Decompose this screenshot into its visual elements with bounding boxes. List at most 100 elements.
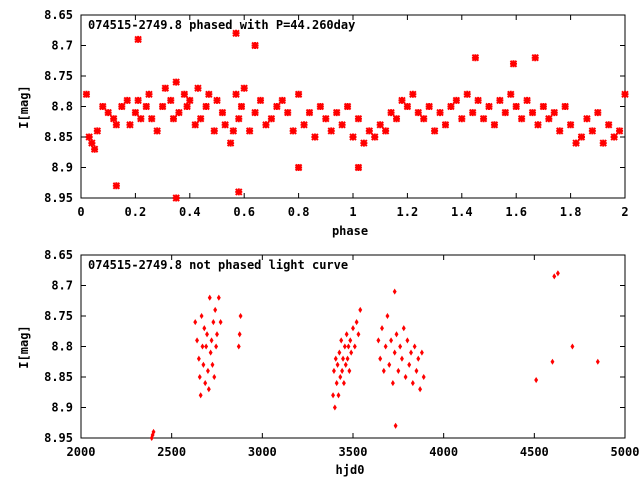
- x-tick-label: 2: [621, 205, 628, 219]
- y-tick-label: 8.9: [51, 161, 73, 175]
- data-point: [205, 90, 213, 99]
- data-point: [180, 90, 189, 99]
- data-point: [534, 121, 542, 129]
- data-point: [390, 380, 395, 387]
- data-point: [354, 319, 359, 326]
- x-tick-label: 2000: [67, 445, 96, 459]
- y-tick-label: 8.7: [51, 279, 73, 293]
- data-point: [430, 127, 439, 135]
- y-tick-label: 8.8: [51, 100, 73, 114]
- data-point: [343, 361, 348, 368]
- data-point: [414, 367, 419, 374]
- data-point: [588, 127, 597, 135]
- data-point: [343, 102, 352, 111]
- data-point: [360, 139, 368, 147]
- data-point: [468, 108, 477, 117]
- data-point: [392, 349, 397, 356]
- data-point: [109, 114, 118, 123]
- data-point: [599, 139, 607, 147]
- data-point: [552, 273, 557, 280]
- data-point: [583, 114, 591, 123]
- data-point: [392, 114, 401, 123]
- data-point: [278, 96, 286, 105]
- data-point: [191, 121, 199, 129]
- data-point: [172, 78, 180, 86]
- data-point: [572, 139, 580, 147]
- data-point: [232, 29, 240, 38]
- data-point: [340, 367, 345, 374]
- data-point: [210, 361, 215, 368]
- data-point: [311, 133, 319, 141]
- axis-ticks: 2000 2500 3000 3500 4000 4500 5000 8.65 8.7 8.75 8…: [44, 248, 639, 459]
- data-point: [534, 376, 539, 384]
- data-point: [289, 127, 297, 135]
- data-point: [338, 373, 343, 381]
- data-point: [300, 121, 308, 129]
- data-point: [387, 361, 392, 368]
- data-point: [200, 343, 205, 350]
- chart-title: 074515-2749.8 not phased light curve: [88, 258, 348, 272]
- data-point: [615, 127, 624, 135]
- x-tick-label: 3500: [339, 445, 368, 459]
- axis-ticks: 0 0.2 0.4 0.6 0.8 1 1.2 1.4 1.6 1.8 2 8.65 8.7 8.75 8.…: [44, 8, 629, 219]
- data-point: [389, 337, 394, 344]
- data-point: [235, 114, 243, 123]
- data-point: [412, 343, 417, 350]
- data-point: [206, 386, 211, 393]
- data-point: [479, 114, 488, 123]
- y-axis-label: I[mag]: [17, 85, 31, 128]
- data-point: [148, 114, 156, 123]
- data-point: [195, 337, 200, 344]
- data-point: [218, 108, 227, 117]
- data-point: [212, 373, 217, 381]
- x-tick-label: 0.2: [125, 205, 147, 219]
- data-point: [203, 380, 208, 387]
- data-point: [294, 163, 303, 172]
- data-point: [421, 373, 426, 381]
- data-point: [262, 121, 270, 129]
- data-point: [463, 90, 471, 99]
- data-point: [570, 343, 575, 350]
- data-point: [381, 127, 390, 135]
- data-point: [378, 355, 383, 362]
- data-point: [458, 114, 466, 123]
- x-tick-label: 2500: [157, 445, 186, 459]
- x-tick-label: 0.8: [288, 205, 310, 219]
- data-point: [216, 294, 221, 301]
- data-point: [126, 121, 134, 129]
- data-point: [621, 90, 629, 99]
- x-tick-label: 0.4: [179, 205, 201, 219]
- x-axis-label: phase: [332, 224, 368, 238]
- y-tick-label: 8.65: [44, 248, 73, 262]
- data-point: [202, 325, 207, 332]
- data-point: [267, 114, 276, 123]
- data-point: [236, 343, 241, 350]
- data-point: [398, 343, 403, 350]
- data-point: [202, 102, 210, 111]
- data-point: [131, 108, 140, 117]
- data-point: [145, 90, 153, 99]
- data-point: [221, 121, 229, 129]
- data-point: [407, 361, 412, 368]
- data-point: [214, 343, 219, 350]
- data-point: [245, 127, 254, 135]
- data-point: [354, 163, 363, 172]
- unphased-light-curve-panel: 074515-2749.8 not phased light curve hjd…: [17, 248, 639, 477]
- data-point: [158, 102, 167, 111]
- data-point: [531, 53, 539, 62]
- data-point: [90, 145, 99, 153]
- data-point: [167, 96, 175, 105]
- data-point: [352, 343, 357, 350]
- data-point: [441, 121, 450, 129]
- y-tick-label: 8.9: [51, 401, 73, 415]
- data-point: [238, 312, 243, 320]
- data-point: [332, 404, 337, 411]
- x-axis-label: hjd0: [336, 463, 365, 477]
- data-point: [342, 343, 347, 350]
- data-point: [232, 90, 240, 99]
- data-point: [199, 312, 204, 320]
- data-point: [93, 127, 102, 135]
- data-point: [425, 102, 433, 111]
- data-point: [205, 367, 210, 374]
